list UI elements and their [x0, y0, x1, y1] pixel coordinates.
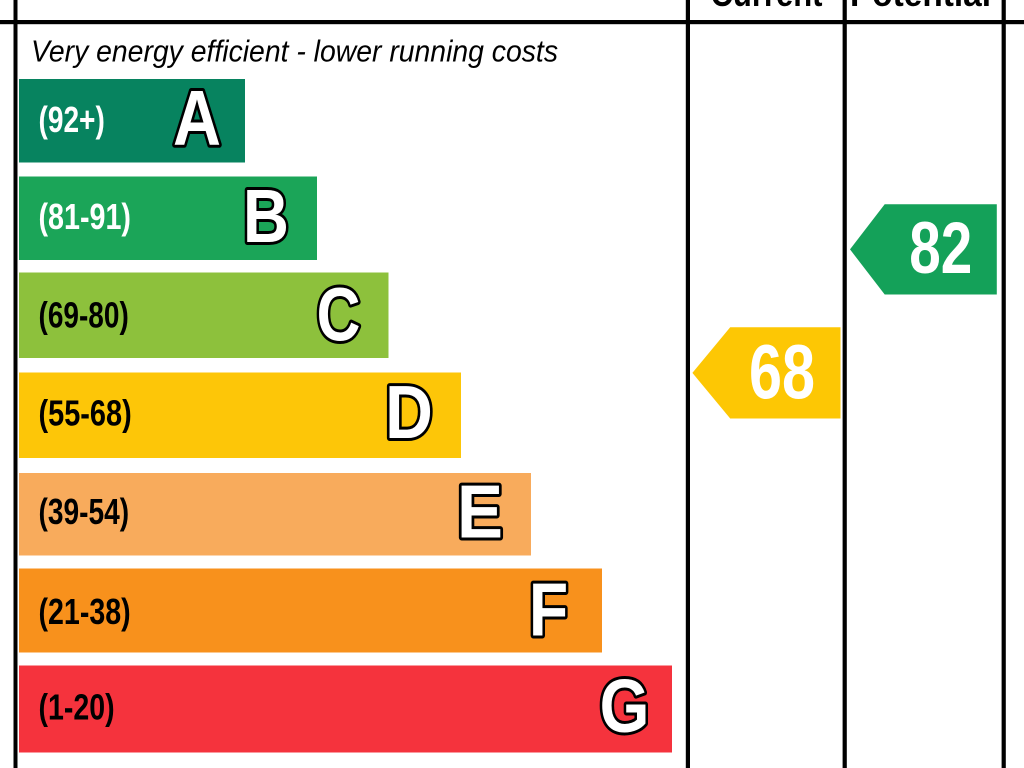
- svg-text:Very energy efficient - lower: Very energy efficient - lower running co…: [31, 34, 558, 69]
- svg-text:G: G: [600, 664, 650, 748]
- svg-text:(92+): (92+): [39, 99, 105, 140]
- svg-text:E: E: [457, 470, 503, 554]
- svg-text:(55-68): (55-68): [39, 393, 132, 434]
- svg-text:A: A: [173, 74, 221, 162]
- svg-text:D: D: [385, 370, 433, 454]
- svg-text:68: 68: [749, 330, 815, 416]
- svg-text:(69-80): (69-80): [39, 295, 129, 336]
- svg-text:82: 82: [909, 208, 972, 289]
- svg-text:B: B: [243, 174, 289, 258]
- svg-text:(1-20): (1-20): [39, 687, 115, 728]
- svg-text:F: F: [529, 568, 568, 652]
- svg-text:C: C: [317, 272, 361, 356]
- svg-text:(21-38): (21-38): [39, 591, 131, 632]
- svg-text:Potential: Potential: [850, 0, 991, 14]
- svg-text:(81-91): (81-91): [39, 196, 132, 237]
- svg-text:Current: Current: [711, 0, 823, 14]
- svg-text:(39-54): (39-54): [39, 491, 130, 532]
